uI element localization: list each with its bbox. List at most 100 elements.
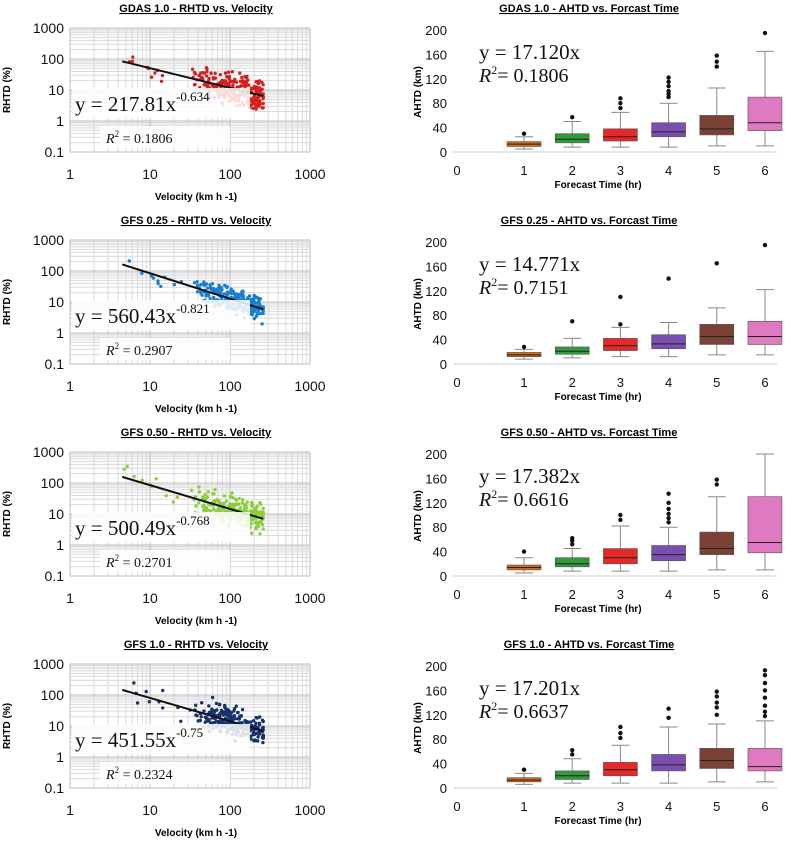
data-point [222,292,226,296]
data-point [217,283,221,288]
data-point [203,720,207,724]
data-point [153,71,157,75]
data-point [201,504,205,509]
data-point [249,98,253,103]
y-tick-label: 1000 [33,656,64,672]
data-point [218,702,222,706]
x-axis-label: Forecast Time (hr) [554,392,641,403]
chart-title: GFS 0.25 - AHTD vs. Forcast Time [501,215,678,227]
data-point [243,718,247,723]
data-point [260,80,264,85]
outlier-point [618,730,623,736]
x-tick-label: 100 [218,590,242,606]
outlier-point [762,242,768,248]
data-point [149,274,154,278]
outlier-point [714,712,719,717]
y-axis-label: AHTD (km) [413,66,424,118]
data-point [260,311,264,316]
x-tick-label: 0 [453,163,460,178]
data-point [223,79,228,83]
outlier-point [618,735,623,741]
x-tick-label: 1 [520,375,527,390]
data-point [227,716,231,720]
data-point [198,718,202,723]
box-chart-gfs050: GFS 0.50 - AHTD vs. Forcast Time04080120… [413,427,783,615]
data-point [249,737,253,741]
data-point [256,735,260,739]
outlier-point [521,131,527,136]
data-point [250,518,254,522]
data-point [249,522,253,526]
data-point [253,520,257,525]
data-point [132,681,136,685]
data-point [249,510,253,515]
data-point [257,721,262,726]
y-tick-label: 1 [56,325,64,341]
r2-label: R [105,132,115,147]
y-axis-label: AHTD (km) [413,702,424,754]
outlier-point [714,482,719,487]
data-point [212,712,216,716]
outlier-point [618,96,623,101]
y-tick-label: 100 [41,51,65,67]
data-point [258,532,262,536]
r2-value: = 0.2324 [119,768,172,783]
outlier-point [570,319,575,324]
data-point [220,287,224,292]
outlier-point [666,88,671,94]
equation-exponent: -0.768 [176,513,210,528]
equation-background [72,88,250,118]
data-point [254,314,258,319]
y-axis-label: AHTD (km) [413,278,424,330]
data-point [171,500,175,504]
data-point [156,279,160,283]
outlier-point [762,668,768,673]
data-point [241,295,245,299]
data-point [244,80,248,84]
box-panel-gfs050: GFS 0.50 - AHTD vs. Forcast Time 0 40 80 120… [393,424,786,636]
y-tick-label: 200 [425,659,447,674]
data-point [190,67,195,71]
outlier-point [666,706,671,711]
outlier-point [762,688,768,693]
y-axis-label: RHTD (%) [2,279,13,325]
data-point [201,496,205,500]
outlier-point [618,105,623,111]
data-point [189,488,194,492]
scatter-chart-gfs10: GFS 1.0 - RHTD vs. Velocity0.11101001000… [2,639,326,839]
data-point [226,81,230,85]
r2-superscript: 2 [115,765,120,775]
outlier-point [618,322,623,327]
r2-value: = 0.7151 [497,277,568,299]
fit-equation: y = 17.120x [479,40,581,64]
y-tick-label: 0 [440,357,447,372]
x-tick-label: 1000 [294,166,325,182]
data-point [209,287,213,291]
outlier-point [521,549,527,554]
x-tick-label: 5 [713,163,720,178]
data-point [230,491,234,495]
x-tick-label: 3 [617,799,624,814]
outlier-point [521,344,527,350]
data-point [250,500,254,505]
outlier-point [618,517,623,523]
data-point [222,494,226,498]
data-point [252,296,256,300]
x-tick-label: 3 [617,587,624,602]
outlier-point [666,491,671,496]
data-point [221,711,225,716]
data-point [231,83,235,87]
y-axis-label: RHTD (%) [2,67,13,113]
data-point [209,71,213,75]
data-point [199,282,203,287]
x-axis-label: Forecast Time (hr) [554,816,641,827]
y-tick-label: 1000 [33,20,64,36]
y-tick-label: 80 [433,732,447,747]
outlier-point [762,672,768,678]
data-point [259,502,263,506]
data-point [252,316,256,321]
data-point [218,712,222,716]
r2-label: R [478,489,491,511]
data-point [224,499,229,503]
data-point [245,500,249,504]
